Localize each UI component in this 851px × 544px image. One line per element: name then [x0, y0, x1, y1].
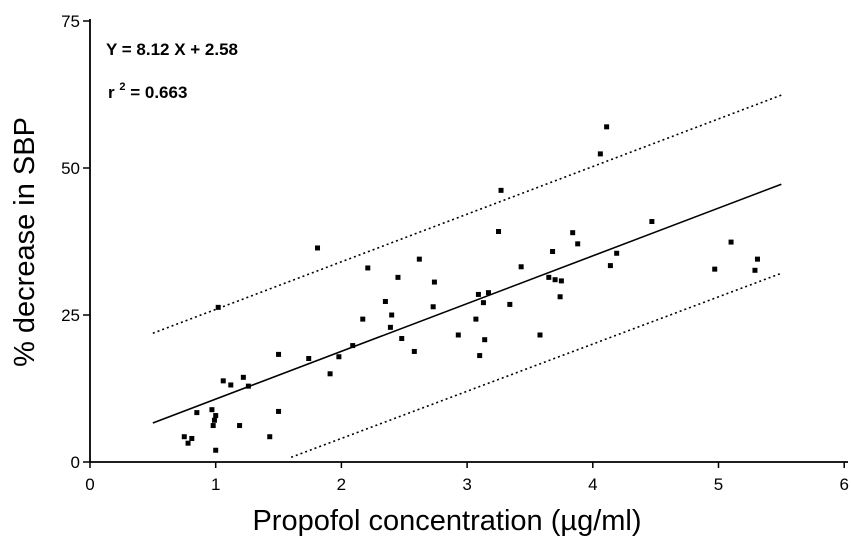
r-squared-sup: 2: [119, 81, 125, 93]
data-point: [194, 410, 200, 416]
r-squared-value: = 0.663: [130, 83, 187, 102]
y-tick-label: 0: [71, 453, 80, 472]
r-squared-label: r 2 = 0.663: [108, 75, 187, 102]
data-point: [185, 440, 191, 446]
data-point: [712, 266, 718, 272]
data-point: [365, 265, 371, 271]
lower-confidence-line: [290, 272, 782, 459]
x-tick-label: 5: [714, 475, 723, 494]
regression-equation: Y = 8.12 X + 2.58: [106, 40, 238, 59]
regression-line: [152, 183, 782, 424]
data-point: [575, 241, 581, 247]
data-point: [387, 324, 393, 330]
x-tick-label: 0: [85, 475, 94, 494]
x-tick-label: 2: [337, 475, 346, 494]
data-point: [557, 294, 563, 300]
data-point: [210, 423, 216, 429]
data-point: [477, 353, 483, 359]
data-point: [570, 230, 576, 236]
y-tick-label: 75: [61, 12, 80, 31]
x-axis-title: Propofol concentration (µg/ml): [252, 505, 641, 537]
axis-ticks: 0 1 2 3 4 5 6 0 25 50 75: [61, 12, 849, 494]
data-point: [276, 408, 282, 414]
data-point: [276, 351, 282, 357]
data-point: [614, 250, 620, 256]
data-point: [389, 312, 395, 318]
data-point: [395, 274, 401, 280]
data-point: [213, 413, 219, 419]
data-point: [431, 279, 437, 285]
data-point: [213, 447, 219, 453]
data-point: [485, 290, 491, 296]
data-point: [181, 434, 187, 440]
data-point: [189, 435, 195, 441]
data-point: [350, 343, 356, 349]
data-point: [211, 417, 217, 423]
y-tick-label: 50: [61, 159, 80, 178]
data-point: [399, 336, 405, 342]
data-point: [209, 407, 215, 413]
data-point: [240, 374, 246, 380]
data-point: [327, 371, 333, 377]
data-point: [537, 332, 543, 338]
data-point: [754, 256, 760, 262]
data-point: [552, 277, 558, 283]
data-point: [245, 383, 251, 389]
data-point: [416, 256, 422, 262]
data-point: [473, 316, 479, 322]
x-tick-label: 3: [462, 475, 471, 494]
y-axis-title: % decrease in SBP: [9, 117, 41, 367]
data-point: [507, 301, 513, 307]
data-point: [430, 304, 436, 310]
data-point: [607, 263, 613, 269]
data-point: [498, 187, 504, 193]
data-point: [306, 356, 312, 362]
data-point: [496, 229, 502, 235]
r-squared-prefix: r: [108, 83, 115, 102]
data-point: [550, 248, 556, 254]
data-point: [360, 316, 366, 322]
data-point: [228, 382, 234, 388]
data-point: [237, 423, 243, 429]
data-point: [649, 219, 655, 225]
data-point: [382, 298, 388, 304]
upper-confidence-line: [152, 94, 782, 334]
data-points: [181, 124, 760, 453]
y-tick-label: 25: [61, 306, 80, 325]
data-point: [315, 245, 321, 251]
x-tick-label: 4: [588, 475, 597, 494]
x-tick-label: 1: [211, 475, 220, 494]
data-point: [215, 304, 221, 310]
data-point: [604, 124, 610, 130]
data-point: [518, 264, 524, 270]
data-point: [752, 267, 758, 273]
data-point: [482, 337, 488, 343]
data-point: [480, 300, 486, 306]
data-point: [411, 348, 417, 354]
data-point: [220, 378, 226, 384]
data-point: [728, 239, 734, 245]
data-point: [455, 332, 461, 338]
data-point: [597, 151, 603, 157]
data-point: [336, 354, 342, 360]
x-tick-label: 6: [839, 475, 848, 494]
data-point: [546, 274, 552, 280]
data-point: [558, 278, 564, 284]
data-point: [267, 434, 273, 440]
regression-lines: [152, 94, 782, 459]
data-point: [475, 291, 481, 297]
